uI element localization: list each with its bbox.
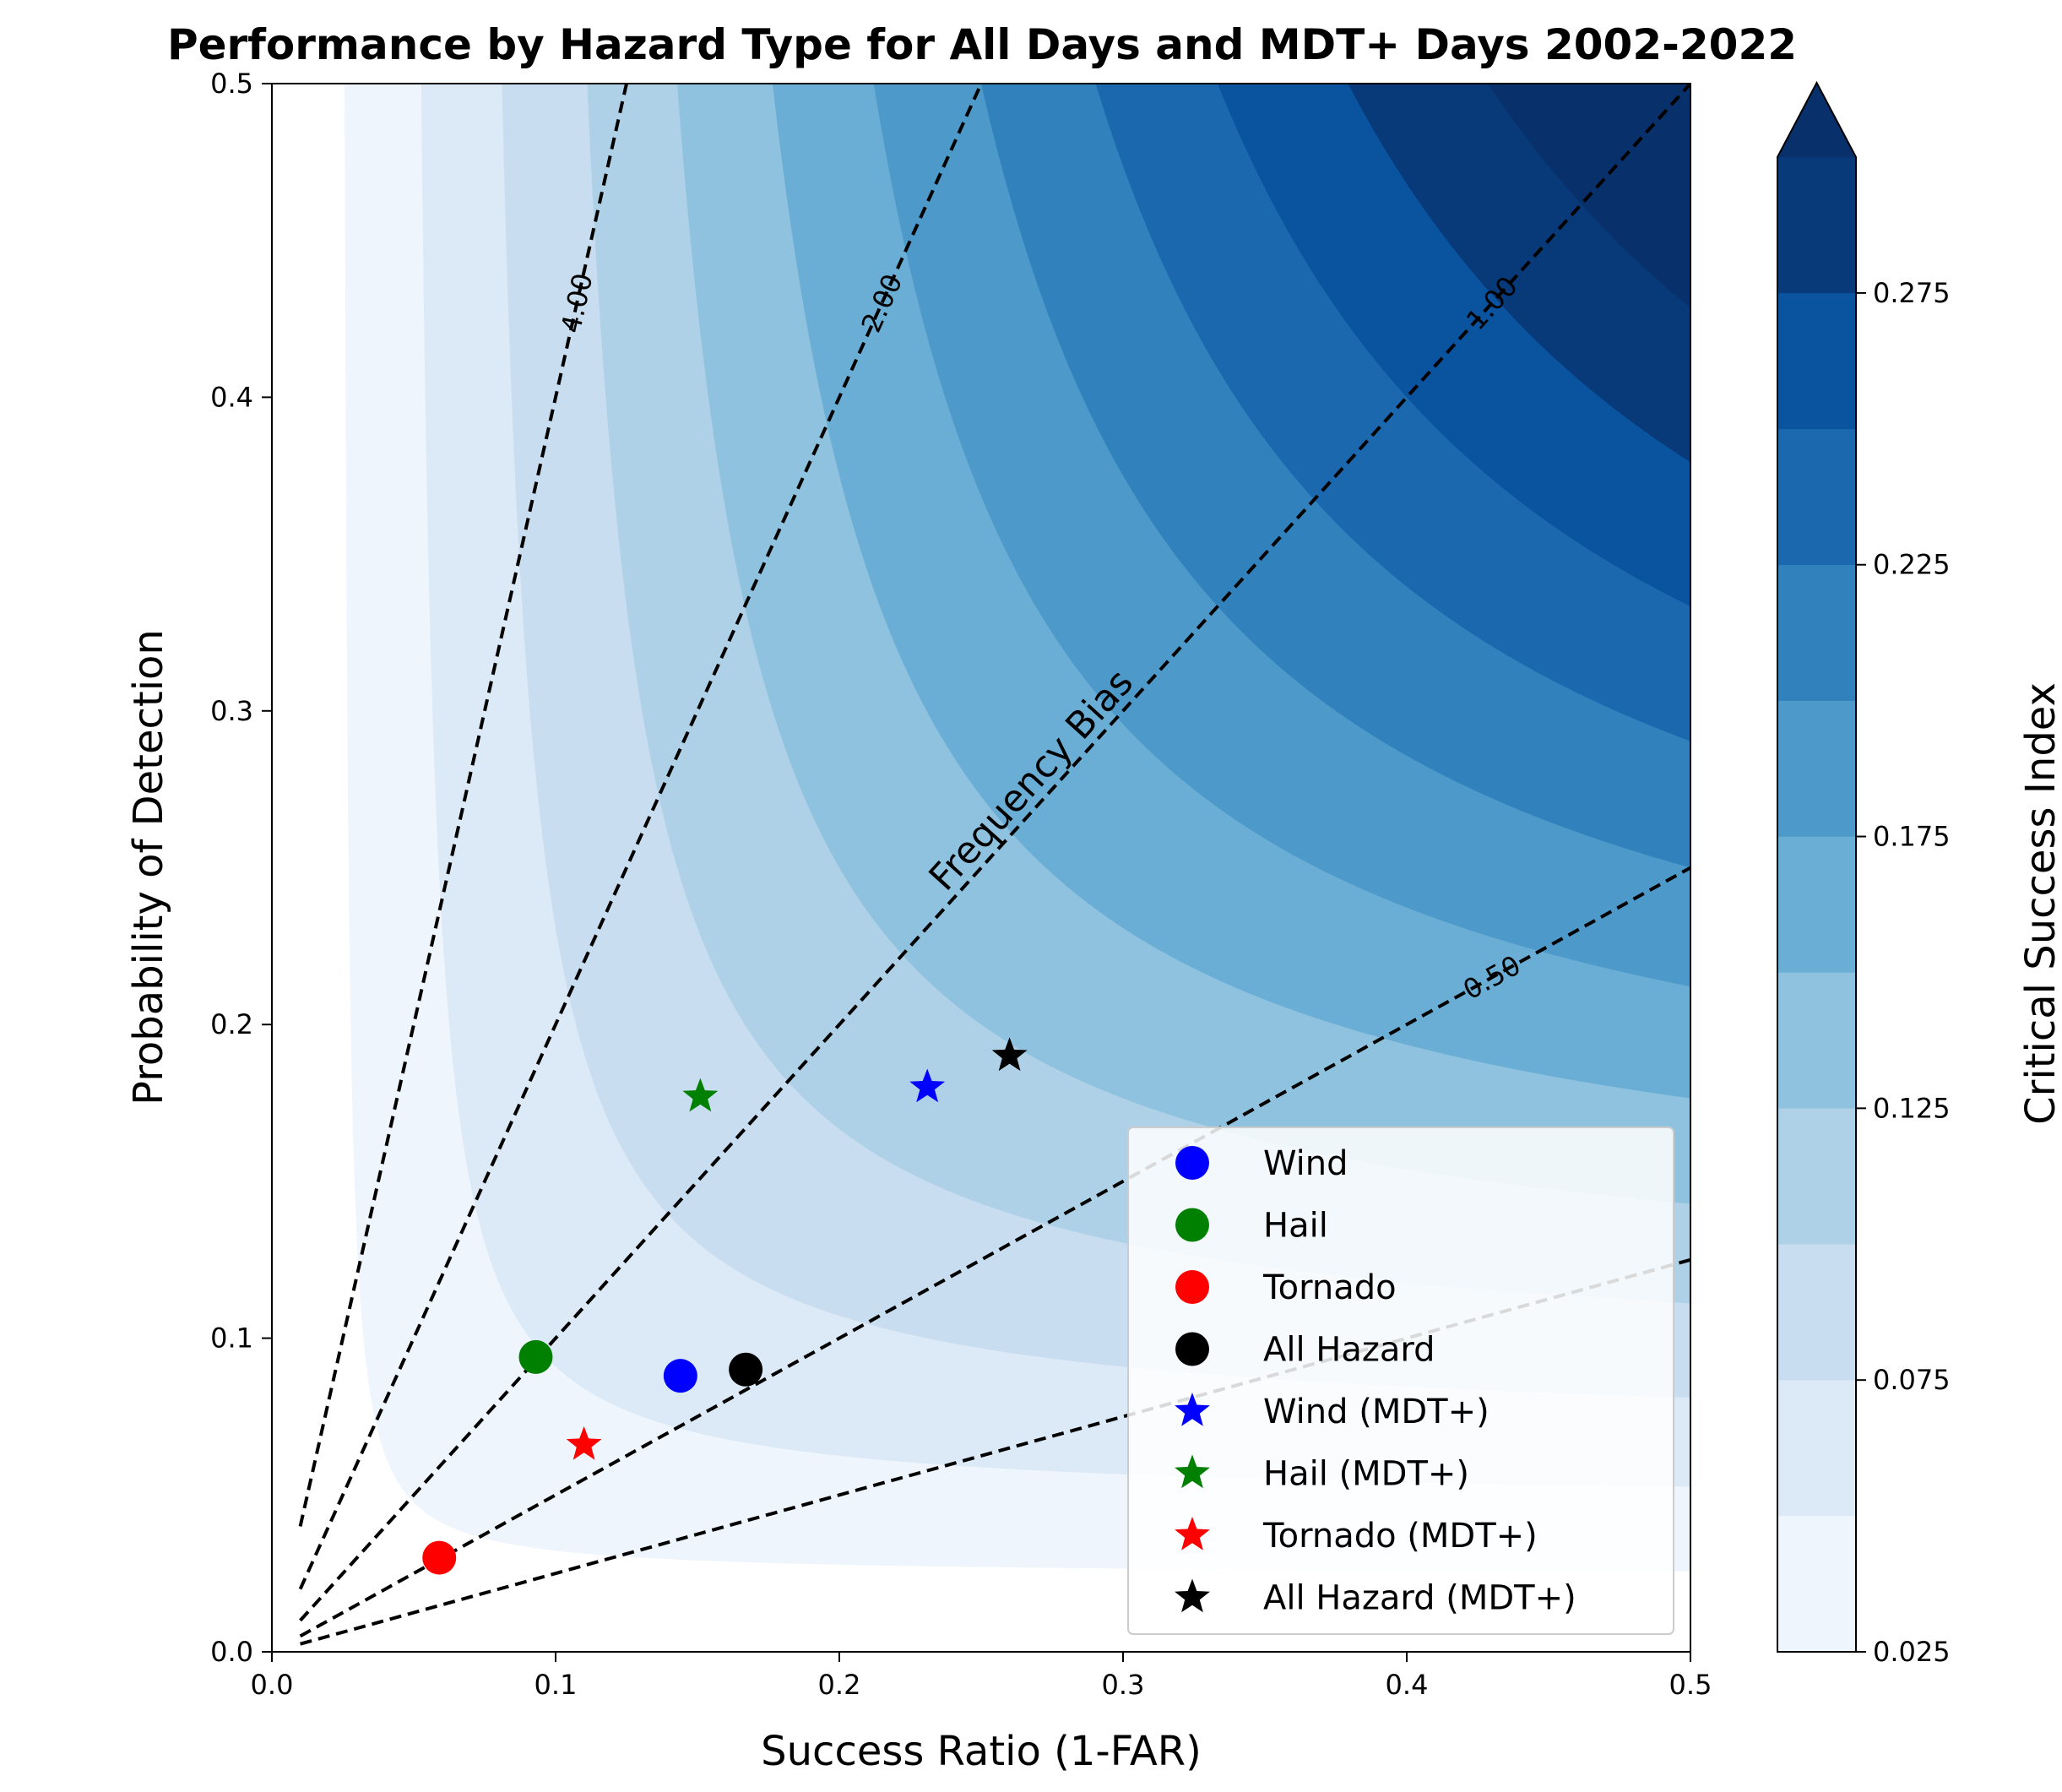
- y-tick-label: 0.5: [210, 68, 253, 100]
- legend-entry: Hail (MDT+): [1175, 1454, 1469, 1494]
- y-tick-label: 0.1: [210, 1322, 253, 1355]
- colorbar-tick-label: 0.175: [1873, 821, 1951, 853]
- marker-circle: [1175, 1332, 1209, 1366]
- legend-entry: Tornado (MDT+): [1175, 1517, 1538, 1556]
- colorbar-tick-label: 0.225: [1873, 549, 1951, 581]
- legend-label: Wind: [1263, 1144, 1348, 1183]
- colorbar-tick-label: 0.075: [1873, 1364, 1951, 1396]
- colorbar-band: [1777, 156, 1857, 294]
- chart-title: Performance by Hazard Type for All Days …: [167, 20, 1797, 69]
- colorbar-band: [1777, 972, 1857, 1109]
- colorbar-band: [1777, 836, 1857, 973]
- marker-star: [1175, 1454, 1210, 1489]
- data-point: [729, 1352, 763, 1387]
- marker-circle: [1175, 1146, 1209, 1180]
- colorbar-outline: [1777, 80, 1857, 1653]
- data-point: [663, 1359, 697, 1393]
- colorbar-band: [1777, 700, 1857, 837]
- colorbar: 0.025 0.075 0.125 0.175 0.225 0.275: [1777, 80, 1951, 1668]
- data-point: [909, 1068, 946, 1103]
- colorbar-band: [1777, 1515, 1857, 1653]
- legend-entry: All Hazard (MDT+): [1175, 1578, 1576, 1618]
- legend-label: Hail (MDT+): [1263, 1455, 1469, 1494]
- marker-star: [909, 1068, 946, 1103]
- y-axis: 0.0 0.1 0.2 0.3 0.4 0.5: [210, 68, 272, 1668]
- x-axis-label: Success Ratio (1-FAR): [761, 1728, 1202, 1775]
- marker-star: [1175, 1393, 1210, 1426]
- colorbar-band: [1777, 1108, 1857, 1245]
- colorbar-label: Critical Success Index: [2017, 682, 2062, 1125]
- colorbar-band: [1777, 564, 1857, 701]
- colorbar-band: [1777, 1244, 1857, 1381]
- legend-label: All Hazard: [1263, 1331, 1435, 1370]
- bias-line: [298, 84, 983, 1590]
- x-tick-label: 0.1: [534, 1669, 578, 1701]
- legend-entry: Hail: [1175, 1207, 1328, 1246]
- legend-box: [1127, 1127, 1674, 1635]
- marker-circle: [518, 1339, 553, 1374]
- legend-label: Tornado (MDT+): [1262, 1517, 1538, 1556]
- colorbar-extend-triangle: [1777, 83, 1856, 157]
- marker-circle: [663, 1359, 697, 1393]
- legend-label: Wind (MDT+): [1263, 1393, 1490, 1431]
- y-tick-label: 0.3: [210, 695, 253, 727]
- legend: Wind Hail Tornado All Hazard Wind (MDT+) Hail…: [1127, 1127, 1674, 1635]
- data-point: [566, 1425, 602, 1460]
- y-tick-label: 0.4: [210, 381, 253, 413]
- bias-line: [299, 866, 1690, 1638]
- x-tick-label: 0.3: [1102, 1669, 1145, 1701]
- x-tick-label: 0.2: [818, 1669, 861, 1701]
- marker-star: [682, 1078, 719, 1112]
- data-point: [518, 1339, 553, 1374]
- y-tick-label: 0.2: [210, 1008, 253, 1040]
- x-tick-label: 0.5: [1669, 1669, 1712, 1701]
- colorbar-band: [1777, 428, 1857, 565]
- legend-entry: Wind: [1175, 1144, 1348, 1183]
- legend-label: All Hazard (MDT+): [1263, 1579, 1576, 1618]
- colorbar-band: [1777, 292, 1857, 430]
- marker-star: [991, 1037, 1028, 1072]
- colorbar-tick-label: 0.125: [1873, 1092, 1951, 1124]
- marker-star: [566, 1425, 602, 1460]
- colorbar-tick-label: 0.025: [1873, 1636, 1951, 1668]
- colorbar-band: [1777, 1379, 1857, 1517]
- legend-label: Tornado: [1262, 1268, 1397, 1307]
- marker-circle: [1175, 1270, 1209, 1304]
- legend-label: Hail: [1263, 1207, 1328, 1246]
- x-tick-label: 0.0: [251, 1669, 294, 1701]
- marker-circle: [729, 1352, 763, 1387]
- marker-circle: [422, 1540, 457, 1575]
- marker-star: [1175, 1578, 1210, 1613]
- data-markers: [422, 1037, 1028, 1575]
- data-point: [991, 1037, 1028, 1072]
- legend-entry: Tornado: [1175, 1268, 1397, 1307]
- x-axis: 0.0 0.1 0.2 0.3 0.4 0.5: [251, 1652, 1712, 1701]
- legend-entry: Wind (MDT+): [1175, 1393, 1490, 1431]
- y-tick-label: 0.0: [210, 1636, 253, 1668]
- marker-star: [1175, 1517, 1210, 1550]
- legend-entry: All Hazard: [1175, 1331, 1435, 1370]
- data-point: [682, 1078, 719, 1112]
- data-point: [422, 1540, 457, 1575]
- plot-frame: [271, 83, 1691, 1653]
- x-tick-label: 0.4: [1386, 1669, 1429, 1701]
- bias-line: [298, 84, 628, 1527]
- colorbar-tick-label: 0.275: [1873, 277, 1951, 309]
- marker-circle: [1175, 1208, 1209, 1242]
- y-axis-label: Probability of Detection: [125, 629, 172, 1105]
